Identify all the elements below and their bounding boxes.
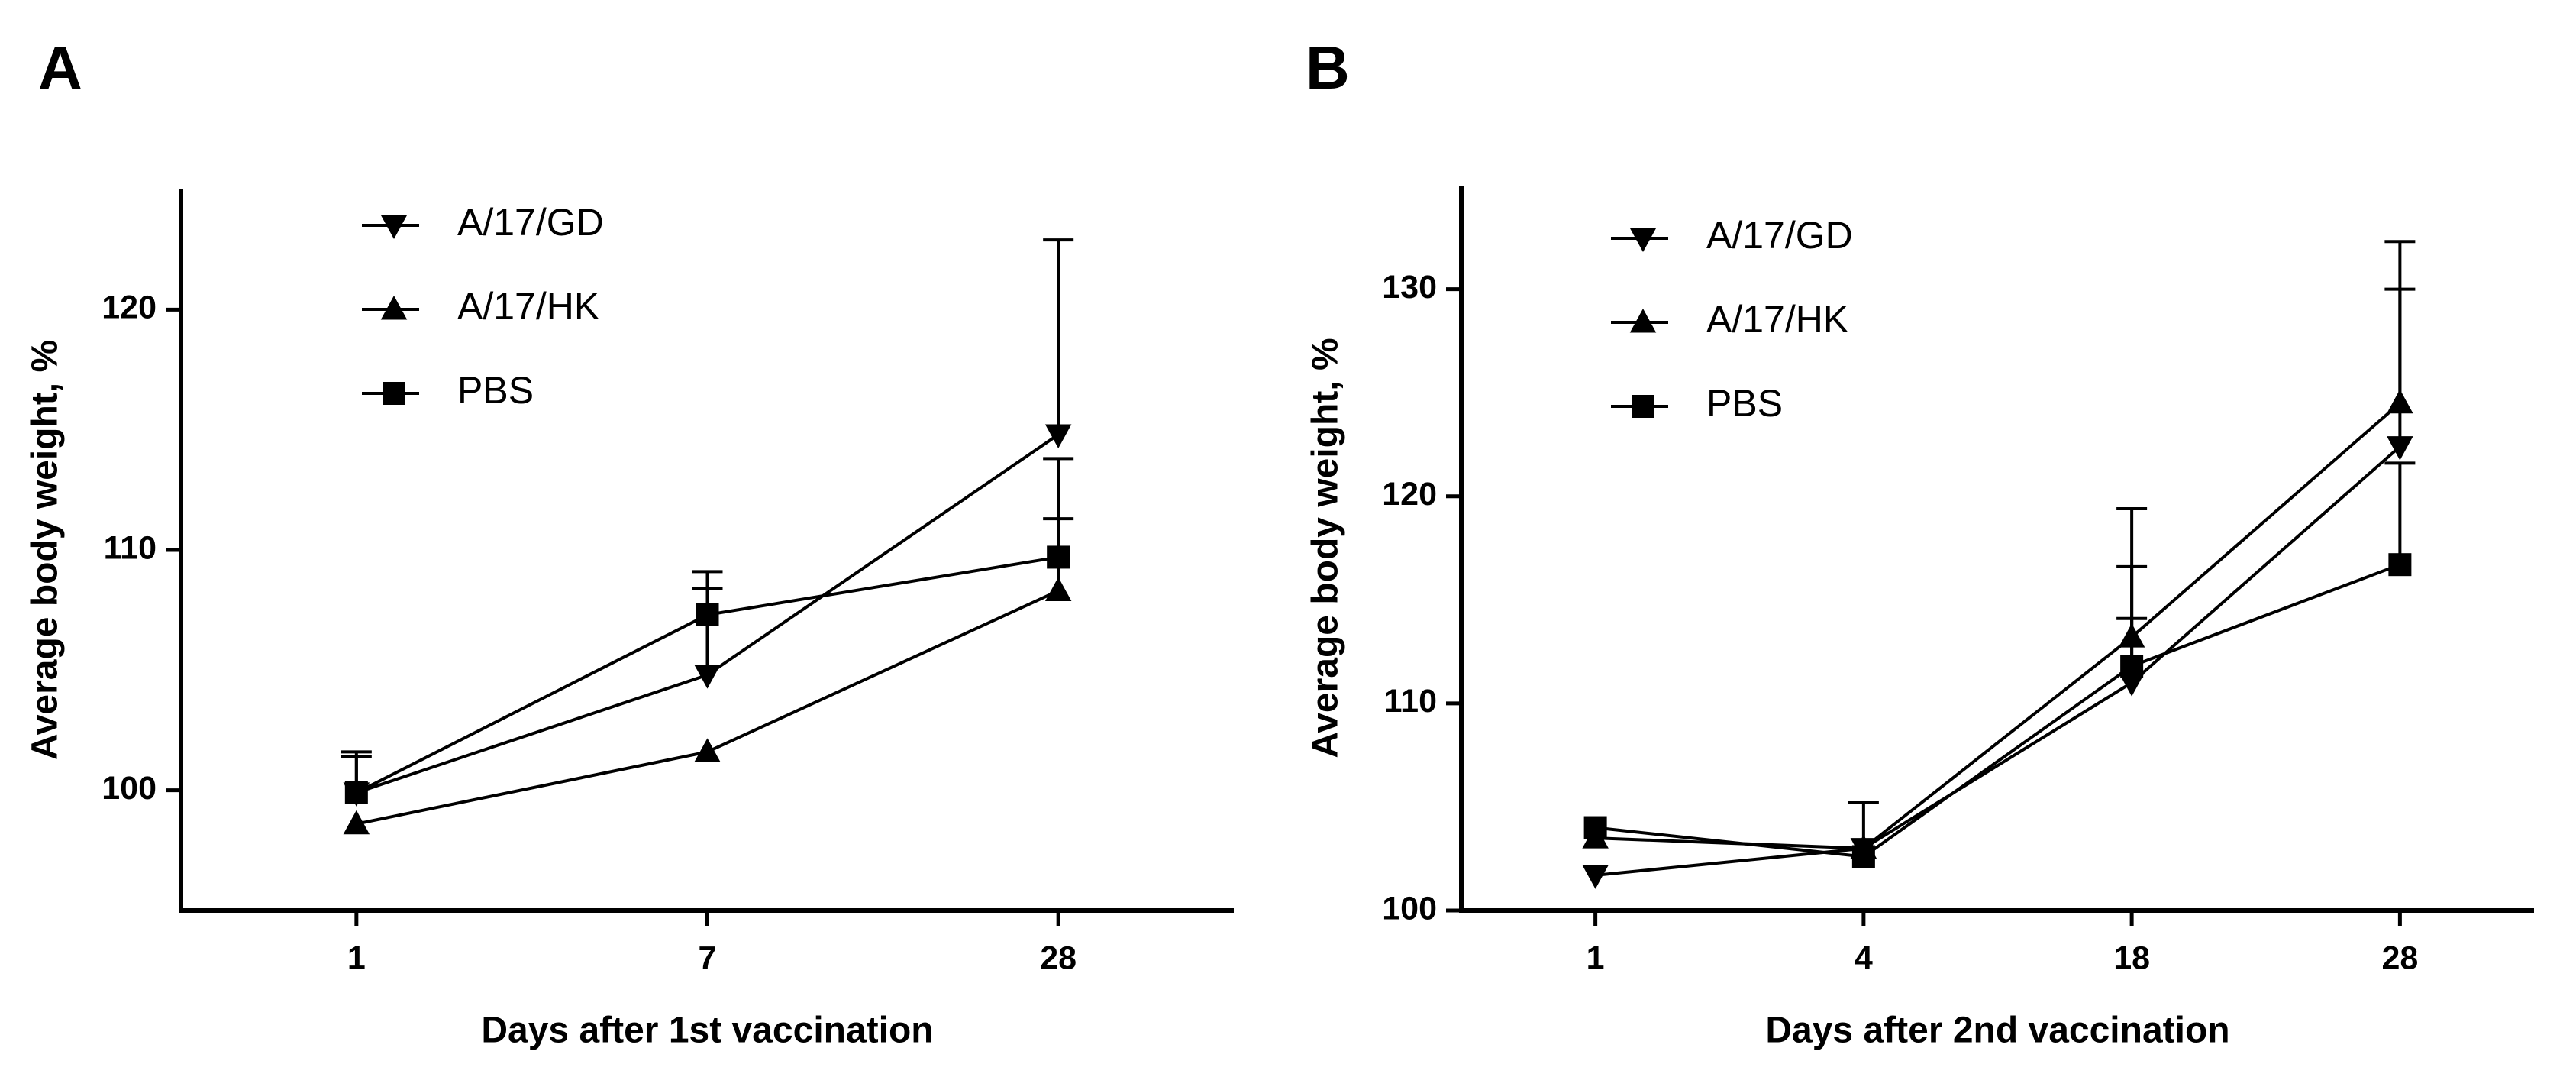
- data-point: [343, 810, 370, 835]
- data-point: [694, 738, 721, 762]
- legend-marker: [380, 296, 408, 320]
- y-tick-label: 110: [104, 529, 157, 566]
- data-point: [2387, 389, 2413, 414]
- legend-marker: [1629, 309, 1657, 333]
- legend-label: A/17/GD: [1706, 214, 1853, 257]
- data-point: [694, 665, 721, 689]
- x-tick-label: 7: [699, 940, 717, 976]
- y-tick-label: 120: [1382, 476, 1437, 513]
- panel-label: B: [1306, 34, 1350, 102]
- data-point: [1851, 845, 1875, 868]
- panel-label: A: [38, 34, 82, 102]
- x-tick-label: 28: [1040, 940, 1077, 976]
- legend-marker: [383, 382, 405, 405]
- data-point: [2118, 672, 2145, 697]
- data-point: [1583, 816, 1607, 839]
- data-point: [2120, 655, 2144, 678]
- legend-label: A/17/HK: [457, 285, 599, 328]
- data-point: [344, 781, 368, 804]
- y-tick-label: 100: [1382, 890, 1437, 927]
- y-tick-label: 110: [1384, 683, 1437, 720]
- legend-label: A/17/GD: [457, 201, 604, 244]
- data-point: [696, 603, 719, 626]
- series-line: [1595, 563, 2401, 859]
- data-point: [1044, 577, 1072, 601]
- x-tick-label: 28: [2381, 940, 2418, 976]
- legend-marker: [380, 215, 408, 239]
- legend-label: PBS: [1706, 382, 1783, 425]
- legend-label: PBS: [457, 369, 534, 412]
- y-axis-title: Average body weight, %: [1306, 338, 1346, 758]
- x-tick-label: 1: [1587, 940, 1605, 976]
- series-line: [1595, 445, 2401, 877]
- y-axis-title: Average body weight, %: [25, 340, 66, 760]
- data-point: [2388, 553, 2412, 577]
- series-line: [1595, 402, 2401, 850]
- legend-label: A/17/HK: [1706, 298, 1848, 341]
- data-point: [1582, 865, 1609, 889]
- x-tick-label: 1: [347, 940, 366, 976]
- data-point: [1047, 545, 1070, 569]
- y-tick-label: 130: [1382, 269, 1437, 306]
- x-axis-title: Days after 2nd vaccination: [1765, 1011, 2229, 1051]
- y-tick-label: 100: [102, 770, 157, 807]
- data-point: [1044, 424, 1072, 448]
- x-tick-label: 4: [1855, 940, 1873, 976]
- x-axis-title: Days after 1st vaccination: [481, 1011, 933, 1051]
- legend-marker: [1629, 228, 1657, 252]
- y-tick-label: 120: [102, 289, 157, 326]
- data-point: [2387, 436, 2413, 461]
- x-tick-label: 18: [2113, 940, 2150, 976]
- legend-marker: [1632, 395, 1654, 418]
